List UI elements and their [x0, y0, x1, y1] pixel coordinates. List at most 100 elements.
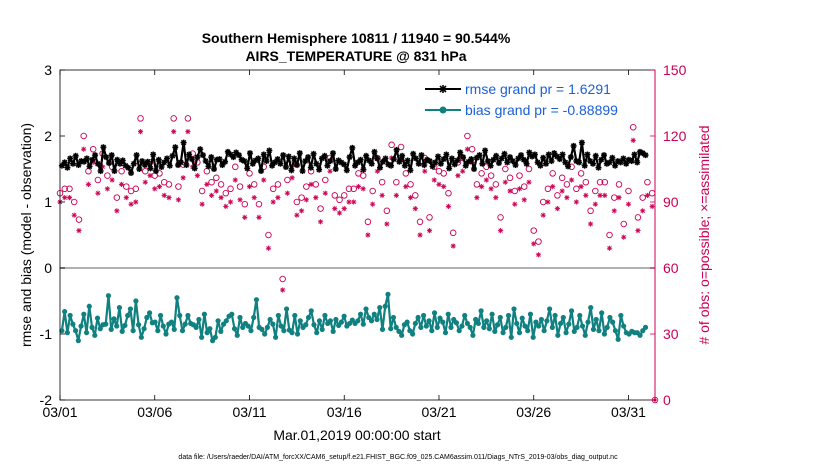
star-stroke: [330, 150, 336, 156]
rmse-point: [288, 167, 295, 174]
bias-point: [429, 328, 435, 334]
asterisk-stroke: [223, 204, 229, 209]
bias-point: [426, 318, 432, 324]
obs-possible-point: [620, 220, 627, 228]
star-stroke: [225, 149, 231, 155]
asterisk-stroke: [275, 195, 281, 200]
bias-point: [618, 312, 624, 319]
bias-point: [607, 314, 613, 321]
asterisk-stroke: [138, 129, 143, 134]
bias-point: [420, 312, 427, 319]
bias-point: [497, 314, 503, 321]
bias-point: [448, 324, 454, 330]
obs-assimilated-point: [649, 203, 655, 209]
star-stroke: [615, 158, 621, 164]
rmse-point: [72, 152, 79, 159]
star-stroke: [537, 162, 544, 169]
star-stroke: [640, 150, 646, 156]
obs-possible-point: [492, 181, 500, 188]
star-stroke: [587, 158, 593, 164]
asterisk-stroke: [474, 195, 480, 200]
bias-point: [382, 303, 388, 309]
asterisk-stroke: [370, 201, 375, 207]
bias-point: [574, 324, 580, 330]
obs-assimilated-point: [161, 192, 167, 198]
bias-point: [138, 334, 144, 340]
rmse-point: [418, 152, 425, 159]
bias-point: [92, 332, 98, 338]
star-stroke: [631, 151, 638, 158]
bias-point: [571, 328, 577, 334]
star-stroke: [247, 150, 253, 156]
obs-possible-point: [445, 189, 452, 197]
bias-point: [533, 319, 539, 325]
obs-possible-point: [412, 192, 419, 199]
bias-point: [585, 319, 591, 325]
obs-assimilated-point: [289, 175, 295, 181]
obs-assimilated-point: [313, 195, 319, 201]
legend-box: [419, 77, 646, 121]
star-stroke: [402, 162, 408, 169]
obs-assimilated-point: [450, 243, 456, 249]
asterisk-stroke: [180, 175, 186, 181]
rmse-point: [620, 155, 627, 162]
asterisk-stroke: [327, 168, 333, 174]
obs-assimilated-point: [384, 221, 390, 227]
rmse-point: [222, 158, 229, 165]
rmse-point: [144, 158, 151, 165]
asterisk-stroke: [555, 206, 560, 211]
star-stroke: [84, 155, 90, 162]
bias-point: [141, 326, 147, 332]
asterisk-stroke: [512, 201, 517, 207]
rmse-point: [523, 160, 530, 167]
obs-possible-point: [369, 187, 376, 195]
obs-assimilated-point: [455, 173, 461, 179]
asterisk-stroke: [432, 177, 437, 183]
obs-assimilated-point: [317, 219, 324, 225]
asterisk-stroke: [379, 193, 385, 198]
obs-assimilated-point: [142, 179, 148, 185]
bias-point: [453, 320, 460, 326]
rmse-point: [520, 156, 527, 163]
rmse-point: [601, 152, 608, 159]
bias-point: [72, 328, 79, 334]
obs-assimilated-point: [322, 190, 328, 196]
asterisk-stroke: [166, 195, 172, 200]
obs-assimilated-point: [303, 197, 309, 203]
obs-assimilated-point: [370, 201, 376, 207]
asterisk-stroke: [256, 215, 262, 220]
rmse-point: [169, 152, 176, 159]
obs-possible-point: [284, 176, 291, 184]
obs-possible-point: [473, 181, 481, 188]
bias-point: [160, 323, 166, 329]
obs-assimilated-point: [502, 179, 508, 185]
obs-possible-point: [208, 178, 215, 186]
obs-assimilated-point: [630, 137, 636, 143]
right-y-tick-label: 90: [663, 194, 679, 210]
star-stroke: [344, 167, 350, 174]
asterisk-stroke: [602, 193, 608, 198]
obs-possible-point: [222, 189, 230, 197]
star-stroke: [463, 162, 469, 169]
obs-assimilated-point: [351, 199, 357, 205]
bias-point: [516, 330, 523, 336]
obs-possible-point: [563, 181, 571, 188]
rmse-point: [399, 152, 406, 159]
obs-assimilated-point: [280, 287, 286, 293]
rmse-point: [612, 162, 619, 169]
bias-point: [248, 328, 254, 334]
asterisk-stroke: [195, 173, 200, 178]
asterisk-stroke: [185, 129, 191, 134]
rmse-point: [390, 156, 397, 163]
star-stroke: [283, 164, 289, 170]
obs-assimilated-point: [133, 199, 139, 205]
star-stroke: [396, 159, 403, 165]
star-stroke: [86, 163, 93, 170]
star-stroke: [95, 160, 101, 167]
asterisk-stroke: [342, 206, 347, 211]
bias-point: [470, 332, 476, 338]
asterisk-stroke: [422, 168, 427, 174]
asterisk-stroke: [304, 197, 309, 203]
obs-assimilated-point: [422, 168, 428, 174]
bias-point: [303, 322, 309, 328]
